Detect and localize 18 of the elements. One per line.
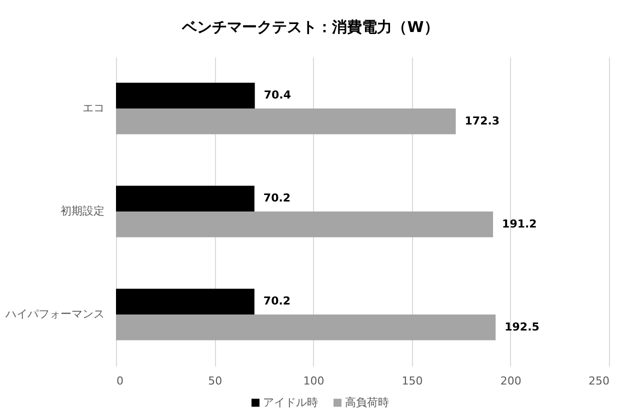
x-tick-label: 50: [208, 374, 222, 388]
x-tick-label: 0: [116, 374, 124, 388]
x-tick-label: 200: [500, 374, 522, 388]
x-tick-label: 150: [402, 374, 423, 388]
x-tick-label: 100: [303, 374, 324, 388]
chart-title: ベンチマークテスト：消費電力（W）: [181, 18, 439, 36]
data-label: 70.2: [263, 192, 291, 205]
y-tick-label: エコ: [82, 102, 104, 114]
y-tick-label: 初期設定: [60, 204, 104, 218]
data-label: 172.3: [464, 114, 500, 128]
x-tick-label: 250: [588, 374, 610, 388]
legend-label: アイドル時: [263, 396, 318, 409]
data-label: 191.2: [502, 217, 537, 230]
data-label: 70.4: [264, 88, 292, 102]
data-label: 192.5: [504, 320, 540, 334]
y-tick-label: ハイパフォーマンス: [4, 308, 104, 320]
legend-label: 高負荷時: [345, 396, 389, 409]
data-label: 70.2: [263, 294, 291, 308]
